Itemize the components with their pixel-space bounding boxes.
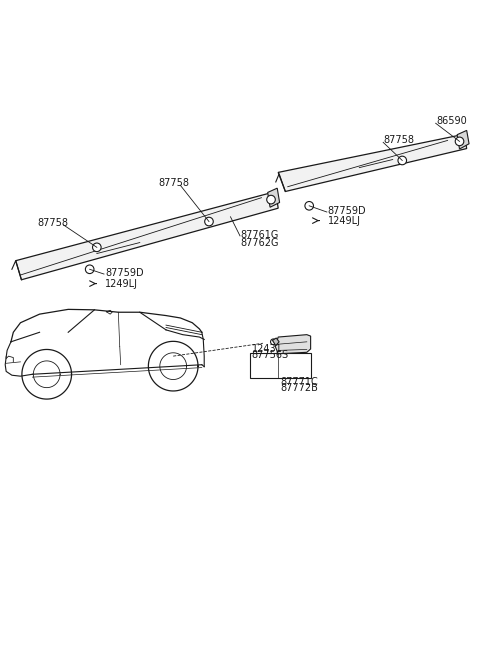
Text: 87756S: 87756S	[252, 350, 288, 360]
Text: 1249LJ: 1249LJ	[105, 278, 138, 289]
Bar	[251, 353, 311, 378]
Text: 87771C: 87771C	[281, 377, 318, 387]
Text: 86590: 86590	[437, 117, 468, 126]
Circle shape	[398, 156, 407, 165]
Polygon shape	[278, 134, 467, 191]
Text: 87759D: 87759D	[105, 268, 144, 278]
Circle shape	[85, 265, 94, 274]
Circle shape	[455, 137, 464, 145]
Circle shape	[93, 243, 101, 252]
Circle shape	[305, 202, 313, 210]
Circle shape	[267, 195, 276, 204]
Text: 87772B: 87772B	[281, 383, 318, 392]
Text: 87759D: 87759D	[328, 206, 366, 216]
Text: 87761G: 87761G	[240, 230, 278, 240]
Text: 87758: 87758	[383, 135, 414, 145]
Polygon shape	[16, 191, 278, 280]
Text: 87758: 87758	[159, 178, 190, 189]
Polygon shape	[268, 188, 280, 207]
Polygon shape	[457, 130, 469, 149]
Text: 1249LJ: 1249LJ	[328, 215, 361, 225]
Circle shape	[204, 217, 213, 226]
Text: 87762G: 87762G	[240, 238, 278, 248]
Polygon shape	[276, 335, 311, 354]
Text: 12431: 12431	[252, 345, 282, 354]
Text: 87758: 87758	[37, 219, 68, 229]
Circle shape	[271, 339, 276, 345]
Polygon shape	[273, 338, 279, 346]
